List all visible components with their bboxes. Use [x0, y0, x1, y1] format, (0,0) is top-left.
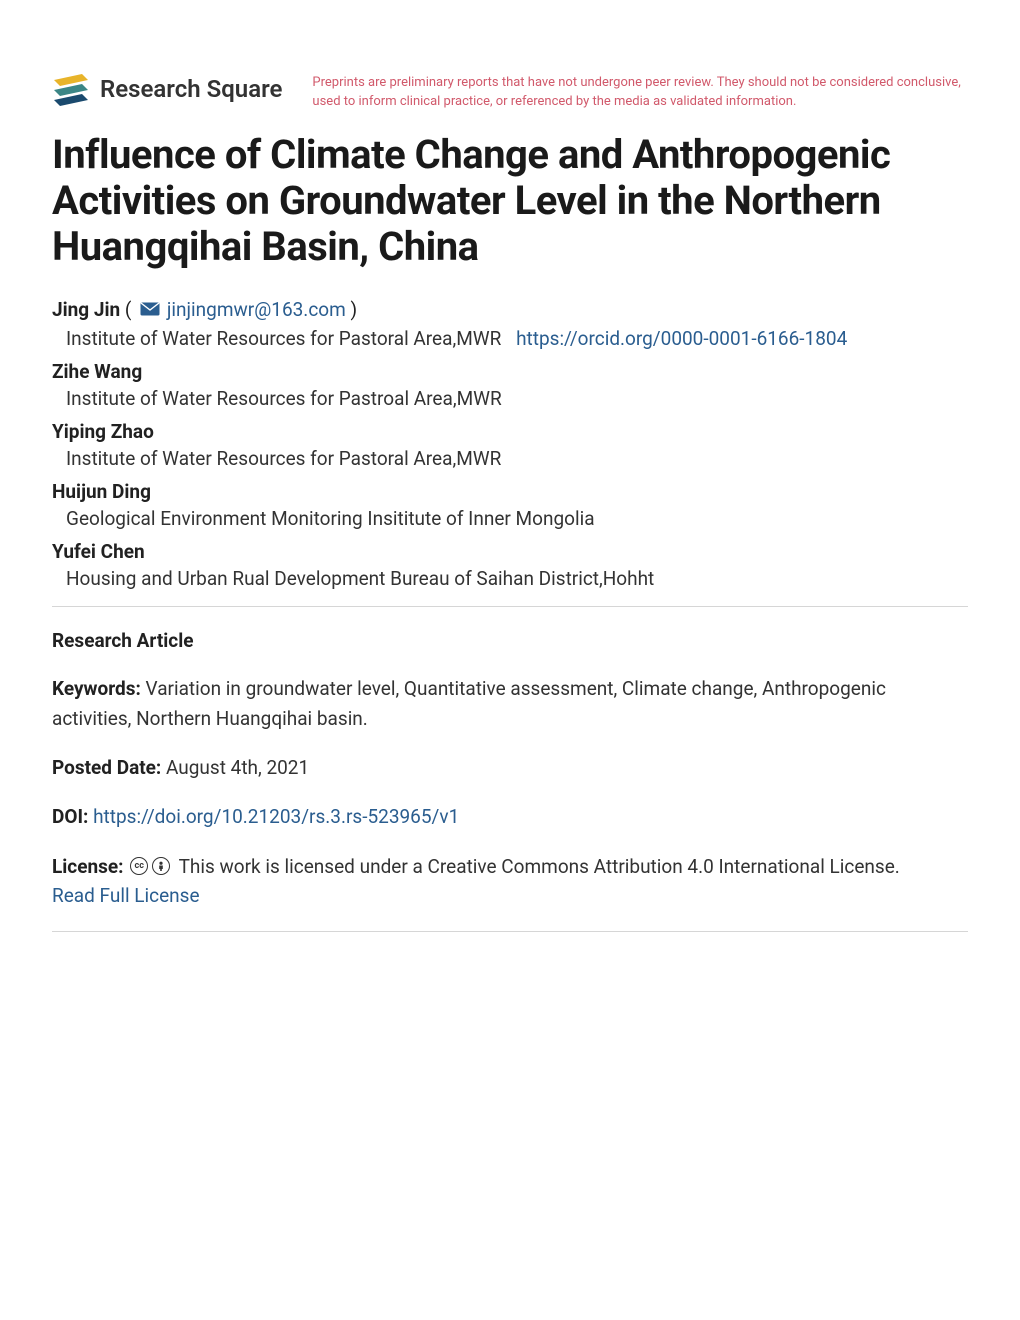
brand-name: Research Square — [100, 75, 282, 103]
by-icon — [152, 857, 170, 875]
author-affiliation: Institute of Water Resources for Pastora… — [66, 327, 968, 350]
posted-date-value: August 4th, 2021 — [166, 756, 309, 779]
license-text: This work is licensed under a Creative C… — [179, 855, 900, 878]
mail-icon — [140, 298, 160, 321]
affiliation-text: Institute of Water Resources for Pastora… — [66, 327, 501, 350]
divider — [52, 606, 968, 607]
author-affiliation: Institute of Water Resources for Pastora… — [66, 447, 968, 470]
author-affiliation: Housing and Urban Rual Development Burea… — [66, 567, 968, 590]
author-name: Yiping Zhao — [52, 420, 968, 443]
logo-mark-icon — [52, 72, 90, 106]
author-email-link[interactable]: jinjingmwr@163.com — [167, 298, 346, 321]
article-type: Research Article — [52, 629, 968, 652]
author-affiliation: Institute of Water Resources for Pastroa… — [66, 387, 968, 410]
cc-icon: cc — [130, 857, 148, 875]
author-name: Jing Jin — [52, 298, 120, 321]
author-block: Yufei Chen Housing and Urban Rual Develo… — [52, 540, 968, 590]
author-block: Jing Jin ( jinjingmwr@163.com ) Institut… — [52, 298, 968, 350]
orcid-link[interactable]: https://orcid.org/0000-0001-6166-1804 — [516, 327, 847, 350]
author-name: Huijun Ding — [52, 480, 968, 503]
brand-logo: Research Square — [52, 72, 282, 106]
license-label: License: — [52, 855, 124, 878]
author-block: Yiping Zhao Institute of Water Resources… — [52, 420, 968, 470]
license-block: License: cc This work is licensed under … — [52, 852, 968, 911]
posted-date-label: Posted Date: — [52, 756, 161, 779]
license-link[interactable]: Read Full License — [52, 884, 200, 907]
author-affiliation: Geological Environment Monitoring Insiti… — [66, 507, 968, 530]
doi-label: DOI: — [52, 805, 88, 828]
header-row: Research Square Preprints are preliminar… — [52, 72, 968, 112]
author-block: Huijun Ding Geological Environment Monit… — [52, 480, 968, 530]
doi-block: DOI: https://doi.org/10.21203/rs.3.rs-52… — [52, 802, 968, 831]
author-block: Zihe Wang Institute of Water Resources f… — [52, 360, 968, 410]
keywords-text: Variation in groundwater level, Quantita… — [52, 677, 886, 729]
divider — [52, 931, 968, 932]
author-name-row: Jing Jin ( jinjingmwr@163.com ) — [52, 298, 968, 323]
doi-link[interactable]: https://doi.org/10.21203/rs.3.rs-523965/… — [93, 805, 459, 828]
posted-date-block: Posted Date: August 4th, 2021 — [52, 753, 968, 782]
author-name: Yufei Chen — [52, 540, 968, 563]
preprint-disclaimer: Preprints are preliminary reports that h… — [312, 72, 968, 112]
keywords-block: Keywords: Variation in groundwater level… — [52, 674, 968, 733]
author-name: Zihe Wang — [52, 360, 968, 383]
paper-title: Influence of Climate Change and Anthropo… — [52, 132, 968, 270]
corresponding-paren: ( jinjingmwr@163.com ) — [125, 298, 357, 321]
cc-icons: cc — [130, 857, 170, 875]
author-list: Jing Jin ( jinjingmwr@163.com ) Institut… — [52, 298, 968, 590]
keywords-label: Keywords: — [52, 677, 141, 700]
